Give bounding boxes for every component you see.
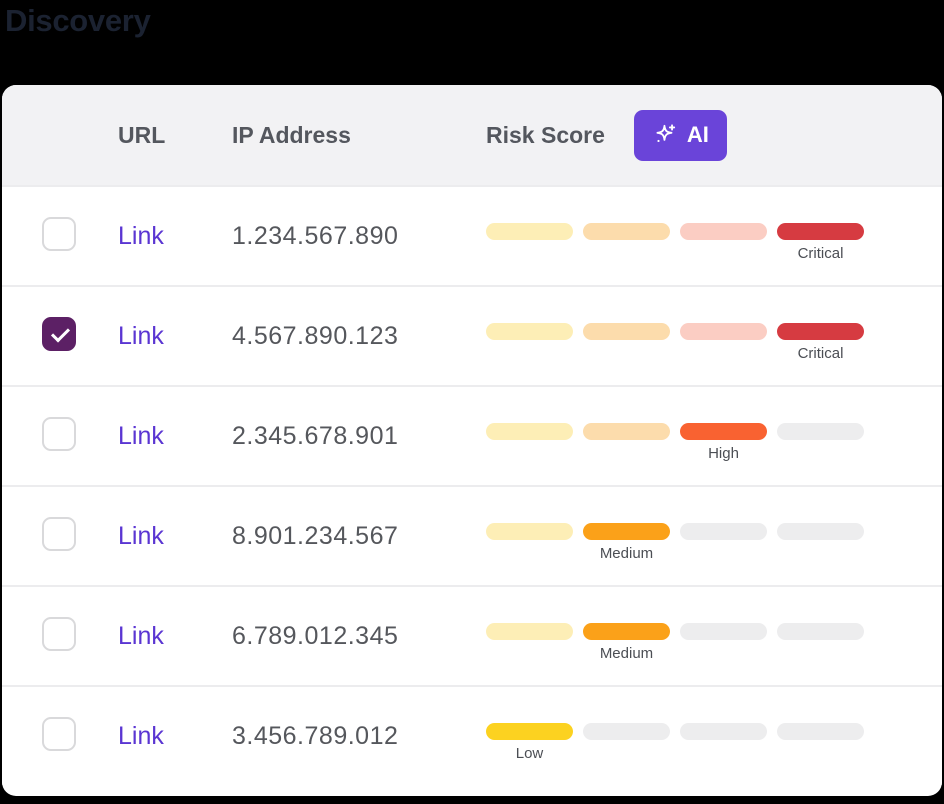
risk-level-label: High [708, 445, 739, 462]
risk-bar-segment [777, 723, 864, 740]
risk-bar-segment [777, 423, 864, 440]
risk-bar-segment [680, 723, 767, 740]
risk-bar-segment [680, 623, 767, 640]
column-header-risk: Risk Score [486, 121, 605, 148]
risk-level-label [777, 645, 864, 663]
risk-bar-segment [486, 423, 573, 440]
url-link[interactable]: Link [118, 721, 164, 750]
risk-level-label [777, 545, 864, 563]
risk-level-label [486, 445, 573, 463]
row-checkbox[interactable] [42, 216, 76, 251]
ip-address: 8.901.234.567 [232, 521, 399, 550]
risk-bar-segment [777, 323, 864, 340]
risk-score-cell: Medium [486, 523, 942, 563]
row-checkbox[interactable] [42, 716, 76, 751]
risk-level-label [486, 645, 573, 663]
row-checkbox[interactable] [42, 616, 76, 651]
risk-bar-segment [583, 223, 670, 240]
url-link[interactable]: Link [118, 621, 164, 650]
risk-level-label [583, 245, 670, 263]
risk-bar-segment [777, 523, 864, 540]
table-row: Link 3.456.789.012 Low [2, 685, 942, 785]
risk-level-label [486, 245, 573, 263]
table-row: Link 1.234.567.890 Critical [2, 185, 942, 285]
risk-score-header-cell: Risk Score AI [486, 109, 942, 161]
risk-level-label [583, 745, 670, 763]
column-header-url: URL [118, 121, 166, 148]
risk-bar-segment [486, 223, 573, 240]
ip-address: 2.345.678.901 [232, 421, 399, 450]
risk-score-cell: Medium [486, 623, 942, 663]
risk-level-label [583, 445, 670, 463]
risk-level-label: Medium [599, 645, 654, 662]
risk-score-cell: High [486, 423, 942, 463]
table-row: Link 8.901.234.567 Medium [2, 485, 942, 585]
risk-level-label [680, 245, 767, 263]
risk-level-label [680, 545, 767, 563]
risk-level-label [486, 345, 573, 363]
risk-bar-segment [583, 623, 670, 640]
column-header-ip: IP Address [232, 121, 351, 148]
risk-level-label [777, 445, 864, 463]
risk-level-label [583, 345, 670, 363]
risk-bar-segment [486, 623, 573, 640]
risk-bar-segment [680, 223, 767, 240]
risk-score-cell: Critical [486, 223, 942, 263]
ip-address: 1.234.567.890 [232, 221, 399, 250]
sparkle-icon [652, 122, 678, 148]
ip-address: 6.789.012.345 [232, 621, 399, 650]
risk-bar-segment [680, 423, 767, 440]
risk-bar-segment [777, 223, 864, 240]
risk-bar-segment [583, 423, 670, 440]
ip-address: 4.567.890.123 [232, 321, 399, 350]
url-link[interactable]: Link [118, 521, 164, 550]
row-checkbox[interactable] [42, 416, 76, 451]
risk-bar-segment [583, 523, 670, 540]
row-checkbox[interactable] [42, 516, 76, 551]
table-row: Link 4.567.890.123 Critical [2, 285, 942, 385]
risk-level-label: Medium [599, 545, 654, 562]
risk-level-label [680, 645, 767, 663]
ip-address: 3.456.789.012 [232, 721, 399, 750]
risk-level-label: Low [515, 745, 544, 762]
table-header-row: URL IP Address Risk Score AI [2, 85, 942, 185]
ai-button[interactable]: AI [633, 109, 727, 161]
risk-level-label [777, 745, 864, 763]
risk-level-label [486, 545, 573, 563]
risk-bar-segment [486, 723, 573, 740]
risk-bar-segment [777, 623, 864, 640]
risk-bar-segment [583, 723, 670, 740]
discovery-table-card: URL IP Address Risk Score AI Link 1.234.… [2, 85, 942, 796]
risk-level-label: Critical [797, 345, 844, 362]
risk-bar-segment [486, 523, 573, 540]
risk-level-label: Critical [797, 245, 844, 262]
table-row: Link 2.345.678.901 High [2, 385, 942, 485]
risk-bar-segment [680, 523, 767, 540]
risk-score-cell: Critical [486, 323, 942, 363]
risk-bar-segment [680, 323, 767, 340]
risk-bar-segment [486, 323, 573, 340]
ai-button-label: AI [686, 122, 709, 147]
url-link[interactable]: Link [118, 421, 164, 450]
url-link[interactable]: Link [118, 221, 164, 250]
risk-bar-segment [583, 323, 670, 340]
table-row: Link 6.789.012.345 Medium [2, 585, 942, 685]
url-link[interactable]: Link [118, 321, 164, 350]
risk-score-cell: Low [486, 723, 942, 763]
row-checkbox[interactable] [42, 316, 76, 351]
risk-level-label [680, 345, 767, 363]
page-title: Discovery [5, 3, 151, 38]
risk-level-label [680, 745, 767, 763]
